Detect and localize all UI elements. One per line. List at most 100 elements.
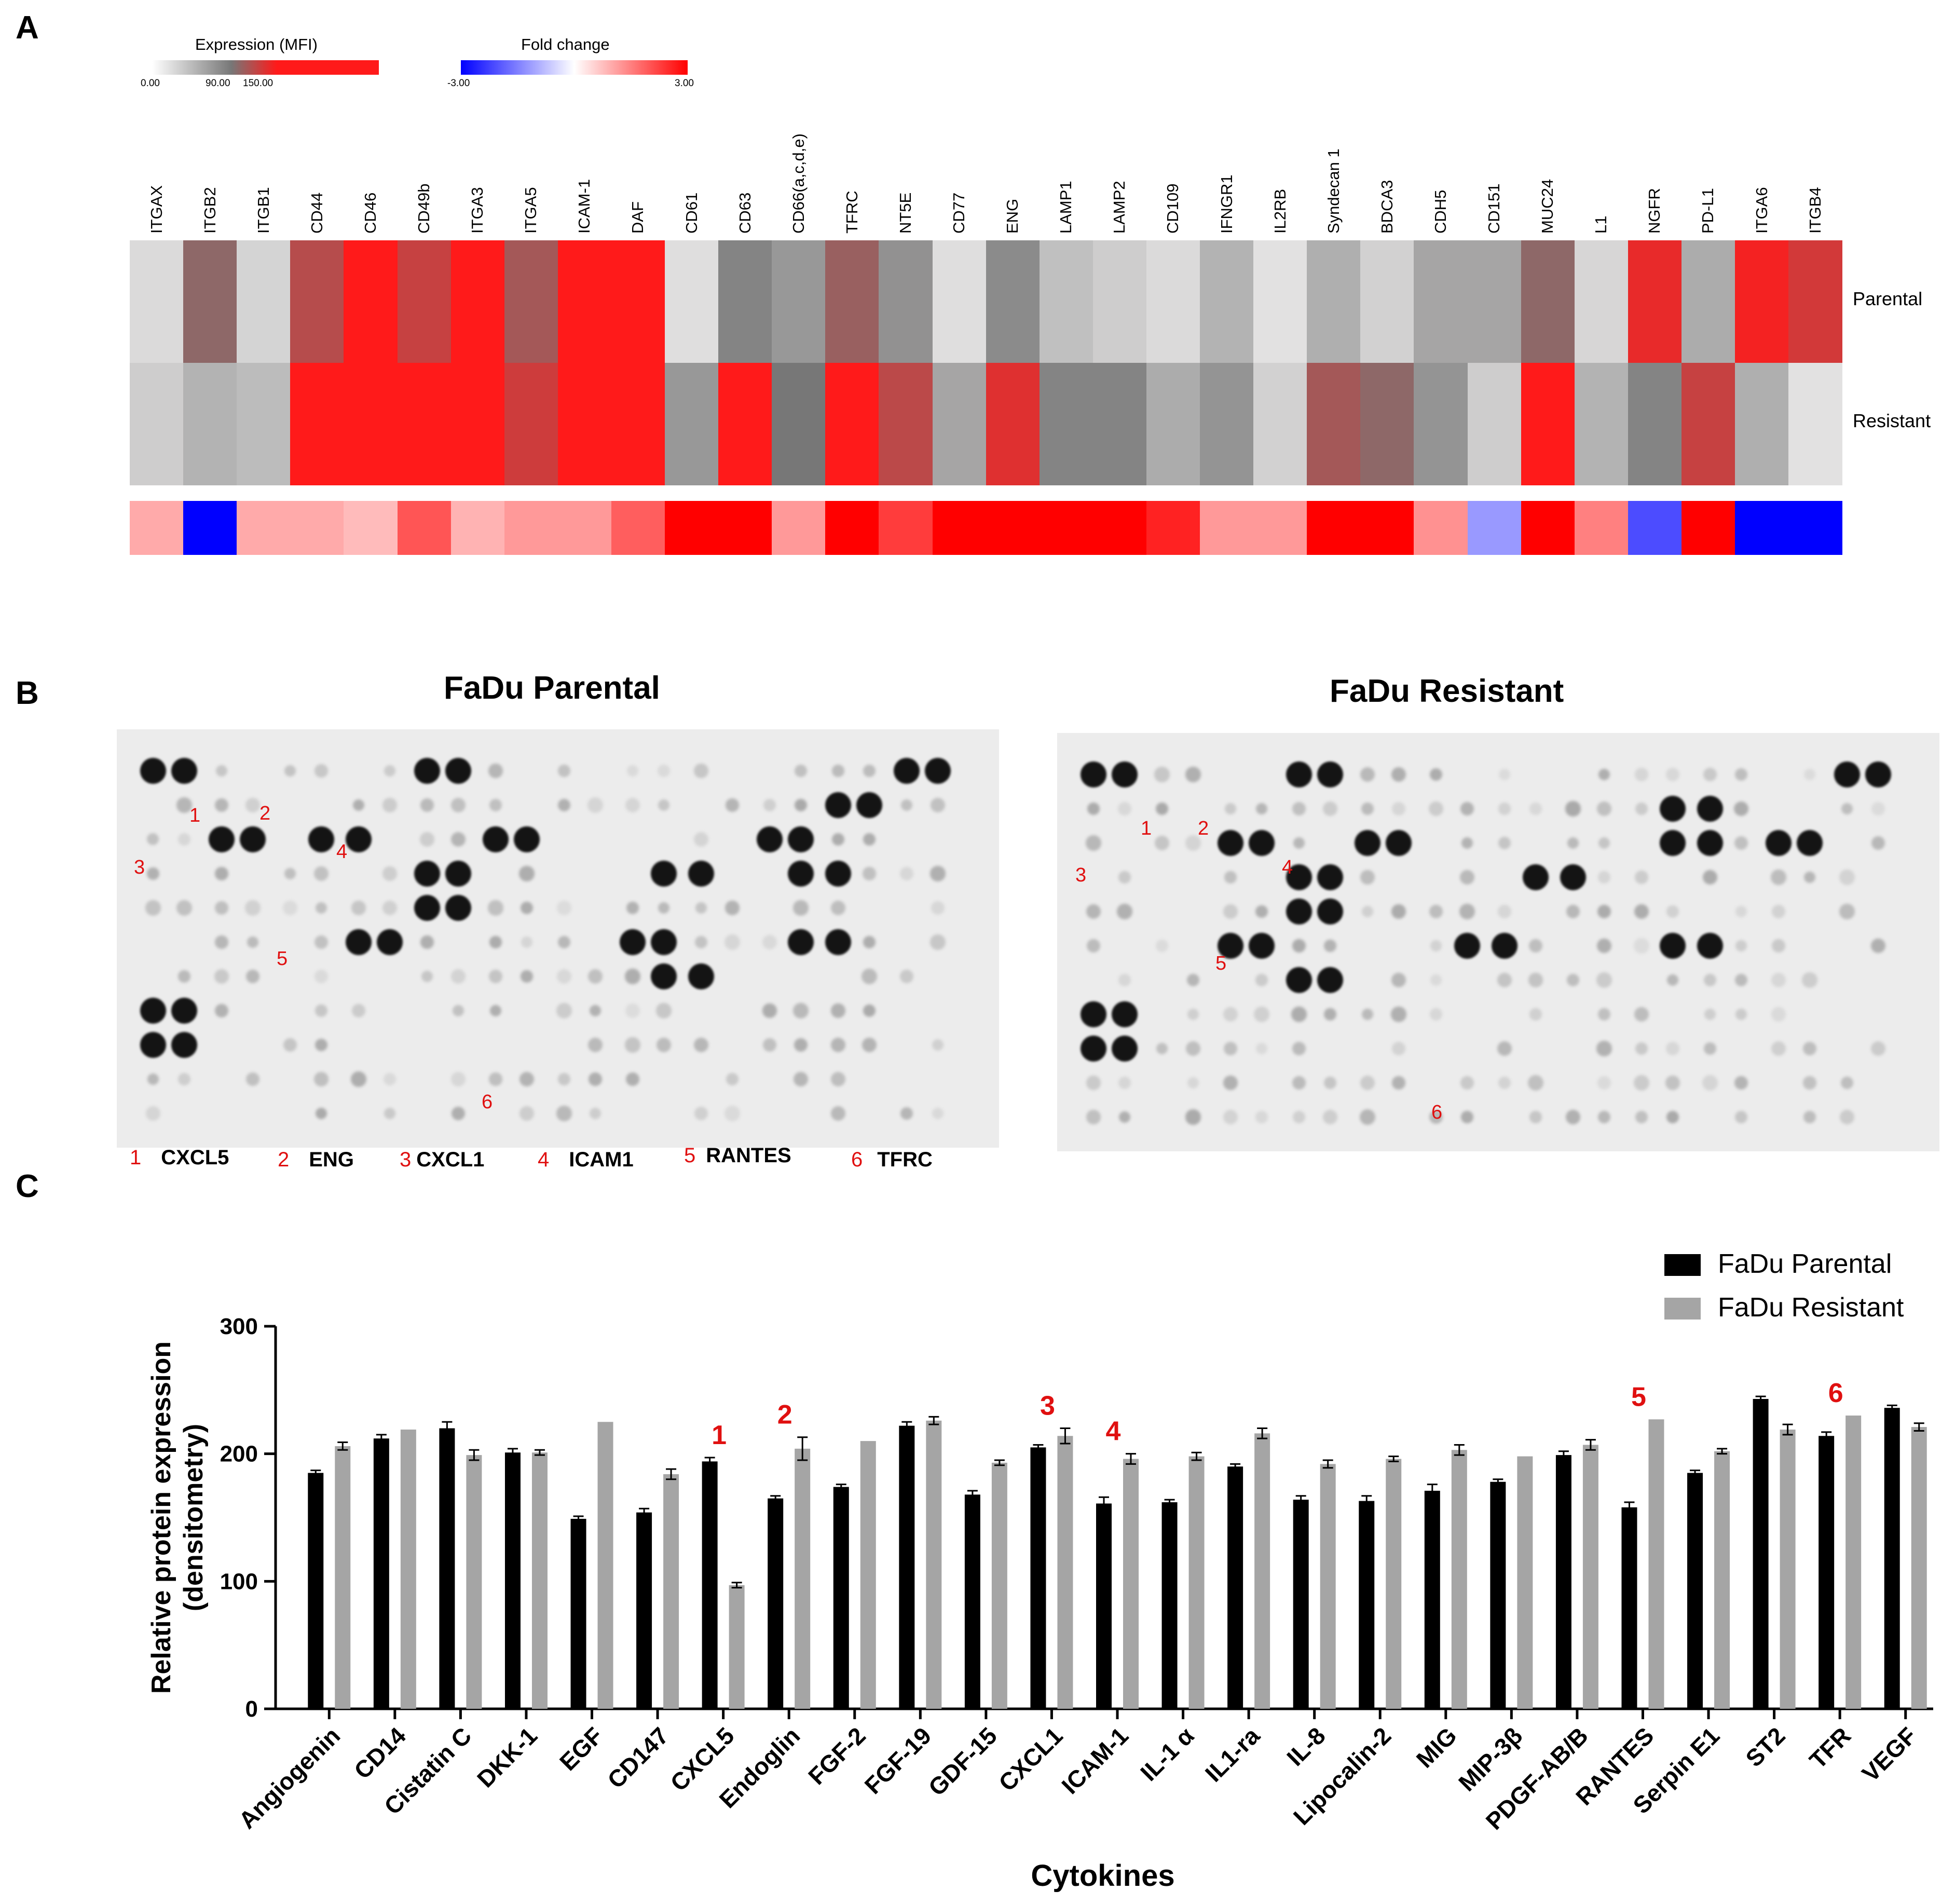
blot-spot xyxy=(1704,1008,1716,1021)
bar-resistant xyxy=(1386,1459,1402,1709)
blot-spot xyxy=(283,901,297,915)
blot-spot xyxy=(1598,871,1610,883)
blot-spot xyxy=(284,867,296,880)
blot-spot xyxy=(214,969,229,984)
blot-spot xyxy=(346,929,372,955)
bar-parental xyxy=(899,1425,915,1709)
blot-spot xyxy=(1249,933,1275,959)
blot-spot xyxy=(688,861,714,887)
blot-spot xyxy=(656,1003,672,1018)
heatmap-cell-resistant xyxy=(1467,363,1522,485)
blot-spot xyxy=(315,1038,328,1052)
blot-spot xyxy=(1086,835,1101,851)
blot-key-name: TFRC xyxy=(877,1148,933,1171)
blot-spot xyxy=(894,758,920,784)
blot-key-item-1: 1 CXCL5 xyxy=(130,1146,229,1169)
blot-spot xyxy=(658,902,670,914)
blot-spot xyxy=(1666,1110,1679,1124)
heatmap-cell-resistant xyxy=(237,363,291,485)
blot-spot xyxy=(1112,761,1138,787)
blot-spot xyxy=(1154,767,1170,782)
expression-legend-colorbar xyxy=(152,60,379,75)
blot-spot xyxy=(171,998,197,1024)
blot-spot xyxy=(1293,837,1305,849)
blot-key-num: 3 xyxy=(400,1148,412,1171)
blot-spot xyxy=(556,969,571,984)
bar-parental xyxy=(768,1498,784,1709)
blot-spot xyxy=(1734,1076,1748,1090)
x-tick-label: EGF xyxy=(554,1722,608,1776)
blot-spot xyxy=(688,963,714,989)
blot-spot xyxy=(215,935,228,949)
blot-spot xyxy=(1086,1110,1101,1124)
blot-spot xyxy=(1391,1007,1406,1022)
blot-spot xyxy=(1660,830,1686,856)
blot-key-name: RANTES xyxy=(706,1144,791,1167)
bar-resistant xyxy=(1057,1436,1073,1709)
blot-key-num: 4 xyxy=(538,1148,550,1171)
bar-parental xyxy=(1884,1408,1900,1709)
blot-spot xyxy=(1702,869,1718,885)
blot-spot xyxy=(1117,904,1132,919)
heatmap-cell-fold-change xyxy=(290,501,344,555)
blot-spot xyxy=(519,1106,534,1121)
blot-spot xyxy=(1734,1110,1748,1124)
blot-spot xyxy=(1324,1008,1336,1021)
blot-spot xyxy=(1660,933,1686,959)
blot-spot xyxy=(1635,802,1648,815)
blot-spot xyxy=(308,826,334,852)
blot-spot xyxy=(314,1072,329,1086)
chart-annotation-2: 2 xyxy=(777,1400,792,1430)
heatmap-cell-resistant xyxy=(557,363,612,485)
blot-spot xyxy=(1803,871,1816,883)
heatmap-cell-resistant xyxy=(986,363,1040,485)
blot-spot xyxy=(1635,1042,1648,1055)
blot-spot xyxy=(1498,1076,1511,1090)
blot-spot xyxy=(414,758,440,784)
panel-label-b: B xyxy=(16,675,39,711)
blot-spot xyxy=(657,1038,671,1052)
blot-spot xyxy=(1498,768,1511,781)
heatmap-cell-parental xyxy=(1681,240,1735,363)
blot-spot xyxy=(283,1038,297,1052)
bar-parental xyxy=(439,1428,455,1709)
blot-spot xyxy=(1223,1076,1238,1090)
heatmap-cell-resistant xyxy=(1735,363,1789,485)
blot-spot xyxy=(1361,802,1374,815)
blot-spot xyxy=(245,900,261,916)
blot-spot xyxy=(695,936,707,948)
blot-spot xyxy=(1255,974,1268,986)
heatmap-cell-fold-change xyxy=(1414,501,1468,555)
blot-spot xyxy=(589,1004,601,1016)
blot-spot xyxy=(626,765,639,777)
blot-spot xyxy=(794,1038,808,1052)
heatmap-cell-fold-change xyxy=(1574,501,1629,555)
bar-resistant xyxy=(1254,1433,1270,1709)
heatmap-cell-fold-change xyxy=(450,501,505,555)
heatmap-cell-fold-change xyxy=(1681,501,1735,555)
heatmap-cell-parental xyxy=(450,240,505,363)
blot-membrane-parental xyxy=(117,729,999,1148)
blot-spot xyxy=(1660,796,1686,822)
blot-spot xyxy=(1598,837,1610,849)
blot-spot xyxy=(1249,830,1275,856)
blot-spot xyxy=(1666,905,1679,918)
heatmap-cell-parental xyxy=(1360,240,1414,363)
blot-spot xyxy=(863,936,876,948)
blot-spot xyxy=(1430,940,1442,952)
blot-key-name: CXCL5 xyxy=(161,1146,229,1169)
heatmap-cell-resistant xyxy=(1574,363,1629,485)
blot-spot xyxy=(1291,1007,1307,1022)
blot-spot xyxy=(1841,803,1853,815)
blot-spot xyxy=(1529,1008,1542,1021)
blot-spot xyxy=(589,1072,602,1086)
blot-spot xyxy=(1634,904,1649,919)
bar-parental xyxy=(702,1461,718,1709)
blot-spot xyxy=(831,833,845,846)
heatmap-cell-fold-change xyxy=(1307,501,1361,555)
heatmap-column-label: CD63 xyxy=(735,192,754,234)
heatmap-cell-resistant xyxy=(1628,363,1682,485)
blot-key-num: 6 xyxy=(851,1148,863,1171)
bar-parental xyxy=(1227,1466,1243,1709)
blot-spot xyxy=(830,1037,846,1053)
